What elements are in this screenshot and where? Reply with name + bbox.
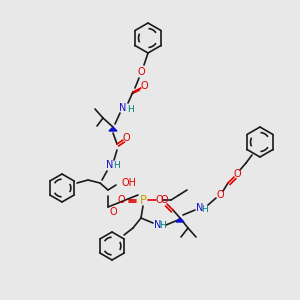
- Text: N: N: [106, 160, 114, 170]
- Text: N: N: [154, 220, 162, 230]
- Text: O: O: [160, 195, 168, 205]
- Text: O: O: [137, 67, 145, 77]
- Text: O: O: [109, 207, 117, 217]
- Text: O: O: [117, 195, 125, 205]
- Text: H: H: [112, 161, 119, 170]
- Text: O: O: [155, 195, 163, 205]
- Polygon shape: [109, 127, 117, 131]
- Polygon shape: [176, 218, 184, 222]
- Text: H: H: [160, 221, 167, 230]
- Text: O: O: [216, 190, 224, 200]
- Text: O: O: [140, 81, 148, 91]
- Text: O: O: [122, 133, 130, 143]
- Text: N: N: [196, 203, 204, 213]
- Text: H: H: [202, 205, 208, 214]
- Text: O: O: [233, 169, 241, 179]
- Text: P: P: [140, 194, 146, 206]
- Text: H: H: [127, 104, 134, 113]
- Text: N: N: [119, 103, 127, 113]
- Text: OH: OH: [121, 178, 136, 188]
